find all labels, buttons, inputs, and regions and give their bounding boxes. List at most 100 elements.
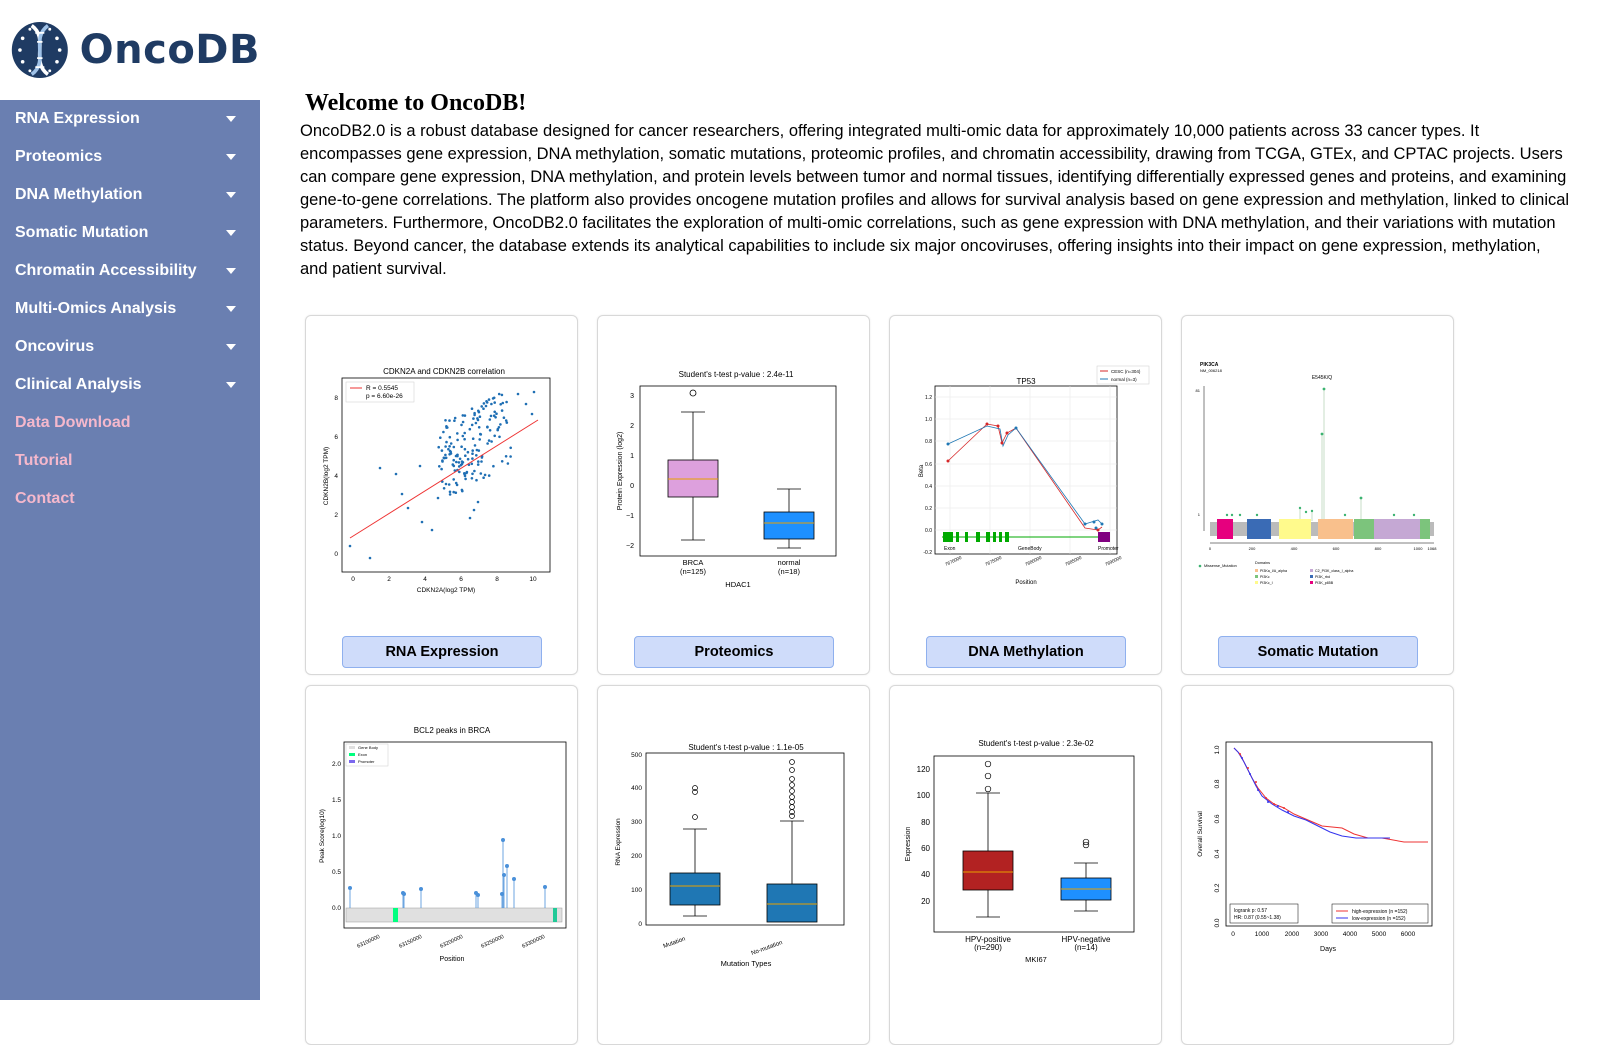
dna-methylation-plot: CESC (n=304) normal (n=3) TP53 1.2 1.0 0…: [919, 365, 1150, 586]
rna-expression-card[interactable]: CDKN2A and CDKN2B correlation R = 0.5545…: [305, 315, 578, 675]
proteomics-button[interactable]: Proteomics: [634, 636, 834, 668]
svg-text:300: 300: [631, 819, 642, 826]
somatic-mutation-card[interactable]: PIK3CA NM_006218 E545K/Q 81 1: [1181, 315, 1454, 675]
legend: Gene Body Exon Promoter: [345, 743, 389, 767]
rna-expression-button[interactable]: RNA Expression: [342, 636, 542, 668]
multi-omics-card[interactable]: Student's t-test p-value : 1.1e-05 500 4…: [597, 685, 870, 1045]
x-axis-label: Position: [440, 956, 465, 963]
proteomics-boxplot: Student's t-test p-value : 2.4e-11 3 2 1…: [617, 370, 837, 589]
sidebar-item-label: Clinical Analysis: [15, 376, 142, 393]
svg-text:HR: 0.87 (0.55~1.38): HR: 0.87 (0.55~1.38): [1234, 915, 1281, 921]
x-ticks: 0 2 4 6 8 10: [351, 576, 537, 583]
dna-methylation-button[interactable]: DNA Methylation: [926, 636, 1126, 668]
scatter-point: [444, 445, 447, 448]
scatter-point: [458, 457, 462, 461]
svg-text:0.4: 0.4: [925, 484, 932, 490]
scatter-point: [473, 411, 476, 415]
scatter-point: [499, 423, 502, 426]
svg-text:1.5: 1.5: [332, 797, 341, 804]
scatter-point: [480, 460, 483, 463]
scatter-point: [488, 429, 492, 432]
plot-title: Student's t-test p-value : 2.4e-11: [679, 370, 794, 379]
scatter-point: [468, 427, 472, 431]
oncovirus-card[interactable]: Student's t-test p-value : 2.3e-02 120 1…: [889, 685, 1162, 1045]
scatter-point: [444, 419, 447, 422]
x-ticks: 0 1000 2000 3000 4000 5000 6000: [1231, 931, 1415, 938]
clinical-analysis-card[interactable]: 1.0 0.8 0.6 0.4 0.2 0.0 0 1000 2000 3000…: [1181, 685, 1454, 1045]
svg-text:4000: 4000: [1343, 931, 1358, 938]
proteomics-card[interactable]: Student's t-test p-value : 2.4e-11 3 2 1…: [597, 315, 870, 675]
somatic-mutation-button[interactable]: Somatic Mutation: [1218, 636, 1418, 668]
svg-text:2.0: 2.0: [332, 761, 341, 768]
sidebar-item-proteomics[interactable]: Proteomics: [0, 138, 260, 176]
scatter-point: [439, 436, 442, 439]
svg-text:PI3Kc_I: PI3Kc_I: [1260, 581, 1273, 585]
scatter-point: [445, 440, 448, 444]
scatter-point: [448, 445, 451, 448]
svg-text:0: 0: [638, 921, 642, 928]
sidebar-item-somatic-mutation[interactable]: Somatic Mutation: [0, 214, 260, 252]
svg-text:100: 100: [917, 791, 931, 800]
svg-text:500: 500: [631, 752, 642, 759]
scatter-point: [492, 396, 496, 400]
svg-text:20: 20: [921, 897, 930, 906]
scatter-point: [453, 419, 456, 422]
svg-text:0: 0: [1209, 546, 1212, 551]
sidebar-item-contact[interactable]: Contact: [0, 480, 260, 518]
scatter-point: [504, 455, 508, 458]
svg-text:(n=125): (n=125): [680, 567, 707, 576]
box-normal: [763, 488, 815, 549]
plot-title: BCL2 peaks in BRCA: [414, 726, 491, 735]
svg-text:3000: 3000: [1314, 931, 1329, 938]
sidebar-item-oncovirus[interactable]: Oncovirus: [0, 328, 260, 366]
scatter-point: [444, 482, 448, 486]
svg-text:1068: 1068: [1428, 546, 1438, 551]
caret-down-icon: [226, 230, 236, 236]
low-expression-curve: [1233, 747, 1390, 839]
chromatin-accessibility-card[interactable]: BCL2 peaks in BRCA Gene Body Exon Promot…: [305, 685, 578, 1045]
svg-text:63150000: 63150000: [398, 934, 423, 950]
caret-down-icon: [226, 306, 236, 312]
scatter-point: [487, 398, 491, 401]
sidebar-item-rna-expression[interactable]: RNA Expression: [0, 100, 260, 138]
svg-text:0.6: 0.6: [1214, 814, 1221, 823]
scatter-point: [497, 426, 501, 429]
y-axis-label: Peak Score(log10): [319, 809, 326, 863]
scatter-point: [478, 438, 481, 441]
scatter-point: [472, 417, 475, 420]
svg-text:Exon: Exon: [358, 752, 367, 757]
sidebar-item-dna-methylation[interactable]: DNA Methylation: [0, 176, 260, 214]
sidebar-item-clinical-analysis[interactable]: Clinical Analysis: [0, 366, 260, 404]
y-ticks: 1.2 1.0 0.8 0.6 0.4 0.2 0.0 -0.2: [923, 395, 932, 556]
oncodb-logo[interactable]: OncoDB: [10, 16, 260, 84]
svg-text:1: 1: [1198, 512, 1201, 517]
y-ticks: 0 2 4 6 8: [334, 395, 338, 558]
scatter-point: [463, 437, 466, 441]
exon-blocks: [943, 532, 1009, 542]
chromatin-peaks-plot: BCL2 peaks in BRCA Gene Body Exon Promot…: [319, 726, 567, 963]
svg-text:100: 100: [631, 887, 642, 894]
sidebar-item-data-download[interactable]: Data Download: [0, 404, 260, 442]
scatter-point: [477, 460, 480, 463]
sidebar-item-label: Oncovirus: [15, 338, 95, 355]
scatter-point: [516, 392, 520, 396]
sidebar-item-chromatin-accessibility[interactable]: Chromatin Accessibility: [0, 252, 260, 290]
svg-text:1: 1: [630, 453, 634, 460]
scatter-point: [493, 410, 496, 414]
svg-text:0.6: 0.6: [925, 462, 932, 468]
svg-text:63100000: 63100000: [356, 934, 381, 950]
sidebar-item-label: Proteomics: [15, 148, 103, 165]
svg-text:0.8: 0.8: [925, 439, 932, 445]
dna-methylation-card[interactable]: CESC (n=304) normal (n=3) TP53 1.2 1.0 0…: [889, 315, 1162, 675]
svg-text:400: 400: [631, 785, 642, 792]
svg-text:63300000: 63300000: [521, 934, 546, 950]
svg-text:2: 2: [630, 423, 634, 430]
svg-text:normal: normal: [778, 558, 801, 567]
sidebar-item-tutorial[interactable]: Tutorial: [0, 442, 260, 480]
scatter-point: [480, 405, 483, 408]
plot-title: TP53: [1016, 377, 1036, 386]
scatter-point: [457, 461, 461, 464]
scatter-point: [455, 460, 458, 464]
sidebar-item-multi-omics-analysis[interactable]: Multi-Omics Analysis: [0, 290, 260, 328]
svg-text:0.4: 0.4: [1214, 849, 1221, 858]
